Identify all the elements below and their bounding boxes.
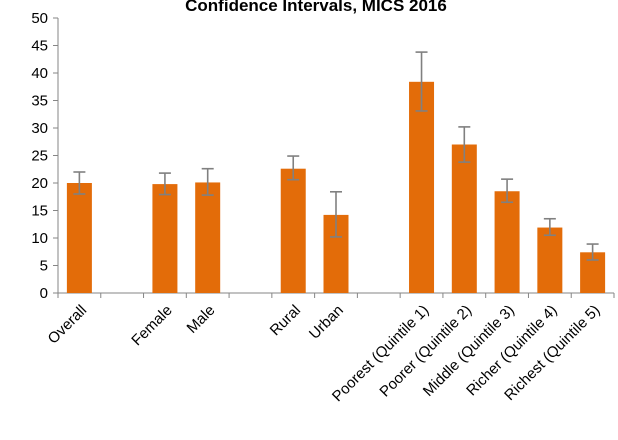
y-tick-label: 20: [31, 175, 48, 192]
x-category-label: Rural: [267, 302, 304, 339]
y-tick-label: 30: [31, 120, 48, 137]
error-bars: [73, 51, 599, 261]
y-axis: 0 5 10 15 20 25 30 35 40 45 50: [31, 10, 59, 302]
bar: [195, 182, 221, 293]
x-axis: [57, 292, 615, 298]
x-category-label: Male: [184, 302, 219, 337]
x-category-label: Overall: [45, 302, 91, 348]
y-tick-label: 40: [31, 65, 48, 82]
y-tick-label: 15: [31, 203, 48, 220]
bar: [409, 81, 435, 293]
x-category-label: Urban: [306, 302, 347, 343]
y-tick-label: 45: [31, 38, 48, 55]
x-category-label: Female: [128, 302, 175, 349]
y-tick-label: 50: [31, 10, 48, 27]
bar: [66, 183, 92, 293]
bar: [494, 191, 520, 293]
y-tick-label: 25: [31, 148, 48, 165]
bars: [66, 81, 606, 293]
y-tick-label: 5: [40, 258, 48, 275]
bar: [537, 227, 563, 293]
bar: [280, 168, 306, 293]
y-tick-label: 35: [31, 93, 48, 110]
chart-title: Confidence Intervals, MICS 2016: [185, 0, 447, 15]
bar: [152, 184, 178, 293]
y-tick-label: 10: [31, 230, 48, 247]
y-tick-label: 0: [40, 285, 48, 302]
bar: [451, 144, 477, 293]
